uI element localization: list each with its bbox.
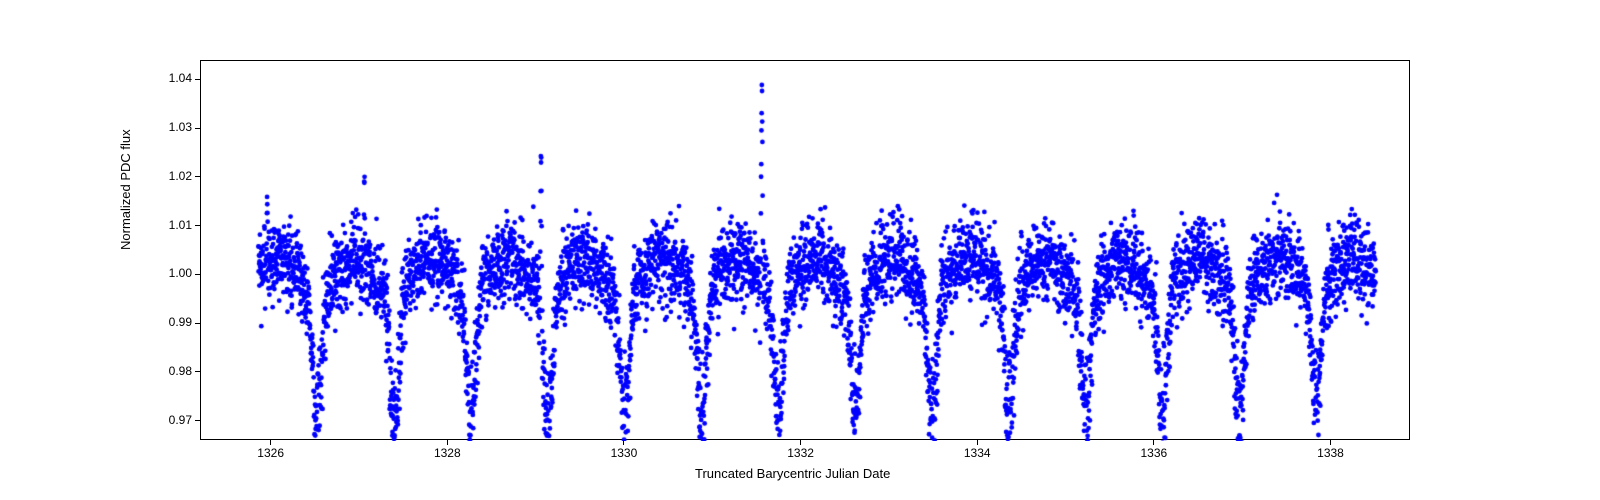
y-tick-label: 0.98	[169, 364, 192, 378]
y-tick-mark	[195, 420, 200, 421]
plot-area	[200, 60, 1410, 440]
x-tick-label: 1334	[957, 446, 997, 460]
y-tick-mark	[195, 128, 200, 129]
x-tick-mark	[1330, 440, 1331, 445]
x-tick-label: 1328	[427, 446, 467, 460]
x-tick-label: 1332	[781, 446, 821, 460]
y-tick-label: 0.99	[169, 315, 192, 329]
y-tick-label: 0.97	[169, 413, 192, 427]
x-tick-label: 1338	[1311, 446, 1351, 460]
x-tick-mark	[623, 440, 624, 445]
y-axis-label: Normalized PDC flux	[118, 129, 133, 250]
y-tick-label: 1.03	[169, 120, 192, 134]
chart-container: Truncated Barycentric Julian Date Normal…	[0, 0, 1600, 500]
scatter-canvas	[201, 61, 1411, 441]
y-tick-mark	[195, 225, 200, 226]
x-tick-mark	[800, 440, 801, 445]
y-tick-mark	[195, 79, 200, 80]
x-axis-label: Truncated Barycentric Julian Date	[695, 466, 890, 481]
y-tick-mark	[195, 323, 200, 324]
y-tick-label: 1.04	[169, 71, 192, 85]
y-tick-label: 1.01	[169, 218, 192, 232]
y-tick-label: 1.00	[169, 266, 192, 280]
x-tick-mark	[270, 440, 271, 445]
x-tick-label: 1330	[604, 446, 644, 460]
y-tick-label: 1.02	[169, 169, 192, 183]
y-tick-mark	[195, 176, 200, 177]
y-tick-mark	[195, 274, 200, 275]
y-tick-mark	[195, 371, 200, 372]
x-tick-label: 1326	[251, 446, 291, 460]
x-tick-mark	[1153, 440, 1154, 445]
x-tick-mark	[977, 440, 978, 445]
x-tick-label: 1336	[1134, 446, 1174, 460]
x-tick-mark	[447, 440, 448, 445]
